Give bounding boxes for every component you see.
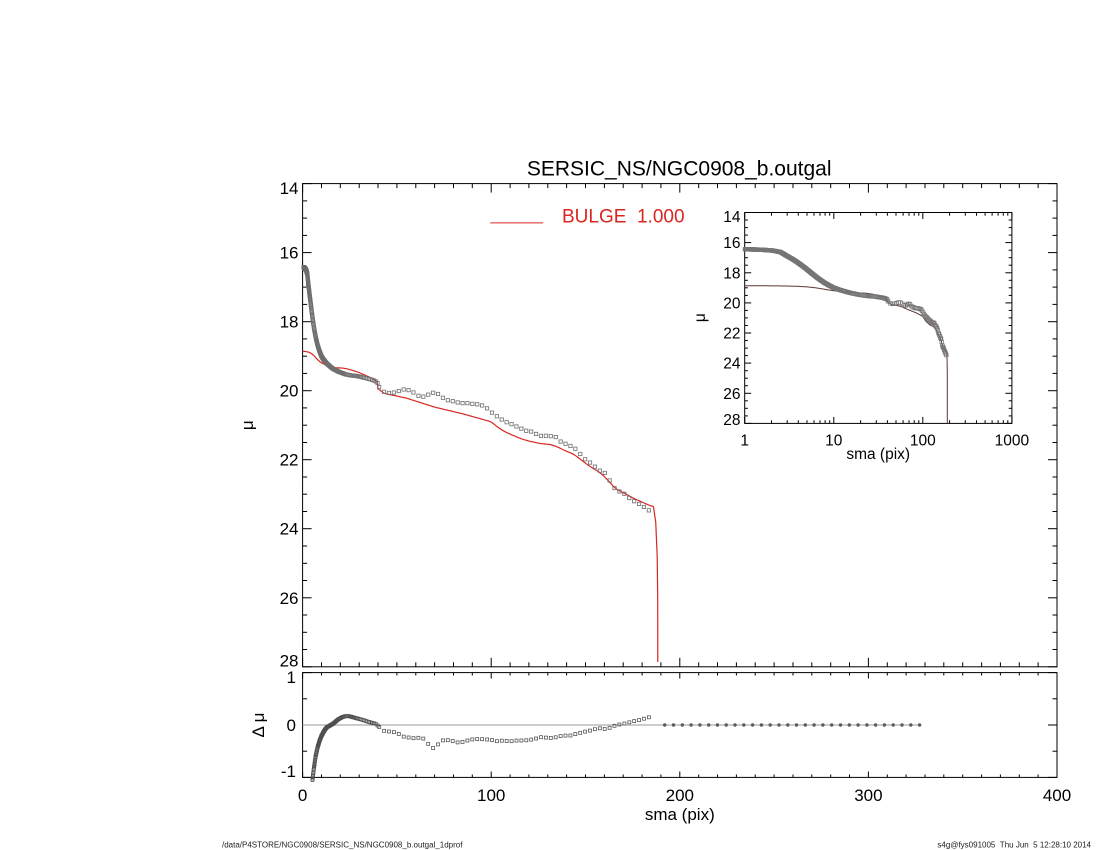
svg-text:26: 26 — [723, 386, 740, 403]
svg-text:18: 18 — [280, 313, 299, 332]
svg-text:14: 14 — [723, 209, 741, 226]
svg-text:s4g@fys091005 Thu Jun 5 12:2: s4g@fys091005 Thu Jun 5 12:28:10 2014 — [937, 841, 1091, 850]
svg-text:μ: μ — [238, 420, 257, 430]
svg-text:0: 0 — [287, 716, 296, 735]
svg-text:1: 1 — [740, 433, 749, 450]
svg-text:28: 28 — [280, 651, 299, 670]
svg-text:200: 200 — [666, 786, 694, 805]
svg-text:24: 24 — [280, 520, 299, 539]
svg-text:300: 300 — [854, 786, 882, 805]
svg-text:Δ μ: Δ μ — [249, 713, 268, 738]
svg-text:20: 20 — [280, 382, 299, 401]
svg-text:/data/P4STORE/NGC0908/SERSIC_N: /data/P4STORE/NGC0908/SERSIC_NS/NGC0908_… — [222, 841, 463, 850]
svg-text:16: 16 — [723, 235, 740, 252]
svg-text:28: 28 — [723, 412, 740, 429]
svg-text:1000: 1000 — [995, 433, 1030, 450]
svg-text:18: 18 — [723, 265, 740, 282]
svg-text:0: 0 — [298, 786, 307, 805]
svg-text:μ: μ — [692, 313, 709, 322]
svg-text:BULGE 1.000: BULGE 1.000 — [562, 207, 685, 228]
svg-text:14: 14 — [280, 179, 299, 198]
svg-text:100: 100 — [477, 786, 505, 805]
svg-text:24: 24 — [723, 356, 741, 373]
svg-text:16: 16 — [280, 244, 299, 263]
svg-text:20: 20 — [723, 295, 741, 312]
svg-text:SERSIC_NS/NGC0908_b.outgal: SERSIC_NS/NGC0908_b.outgal — [527, 158, 832, 181]
svg-text:sma (pix): sma (pix) — [846, 446, 910, 463]
svg-text:400: 400 — [1043, 786, 1071, 805]
svg-text:sma (pix): sma (pix) — [645, 805, 715, 824]
svg-text:1: 1 — [287, 668, 296, 687]
svg-text:26: 26 — [280, 589, 299, 608]
svg-text:-1: -1 — [281, 762, 296, 781]
svg-text:100: 100 — [910, 433, 936, 450]
svg-text:22: 22 — [723, 326, 740, 343]
svg-text:22: 22 — [280, 451, 299, 470]
svg-text:10: 10 — [825, 433, 843, 450]
